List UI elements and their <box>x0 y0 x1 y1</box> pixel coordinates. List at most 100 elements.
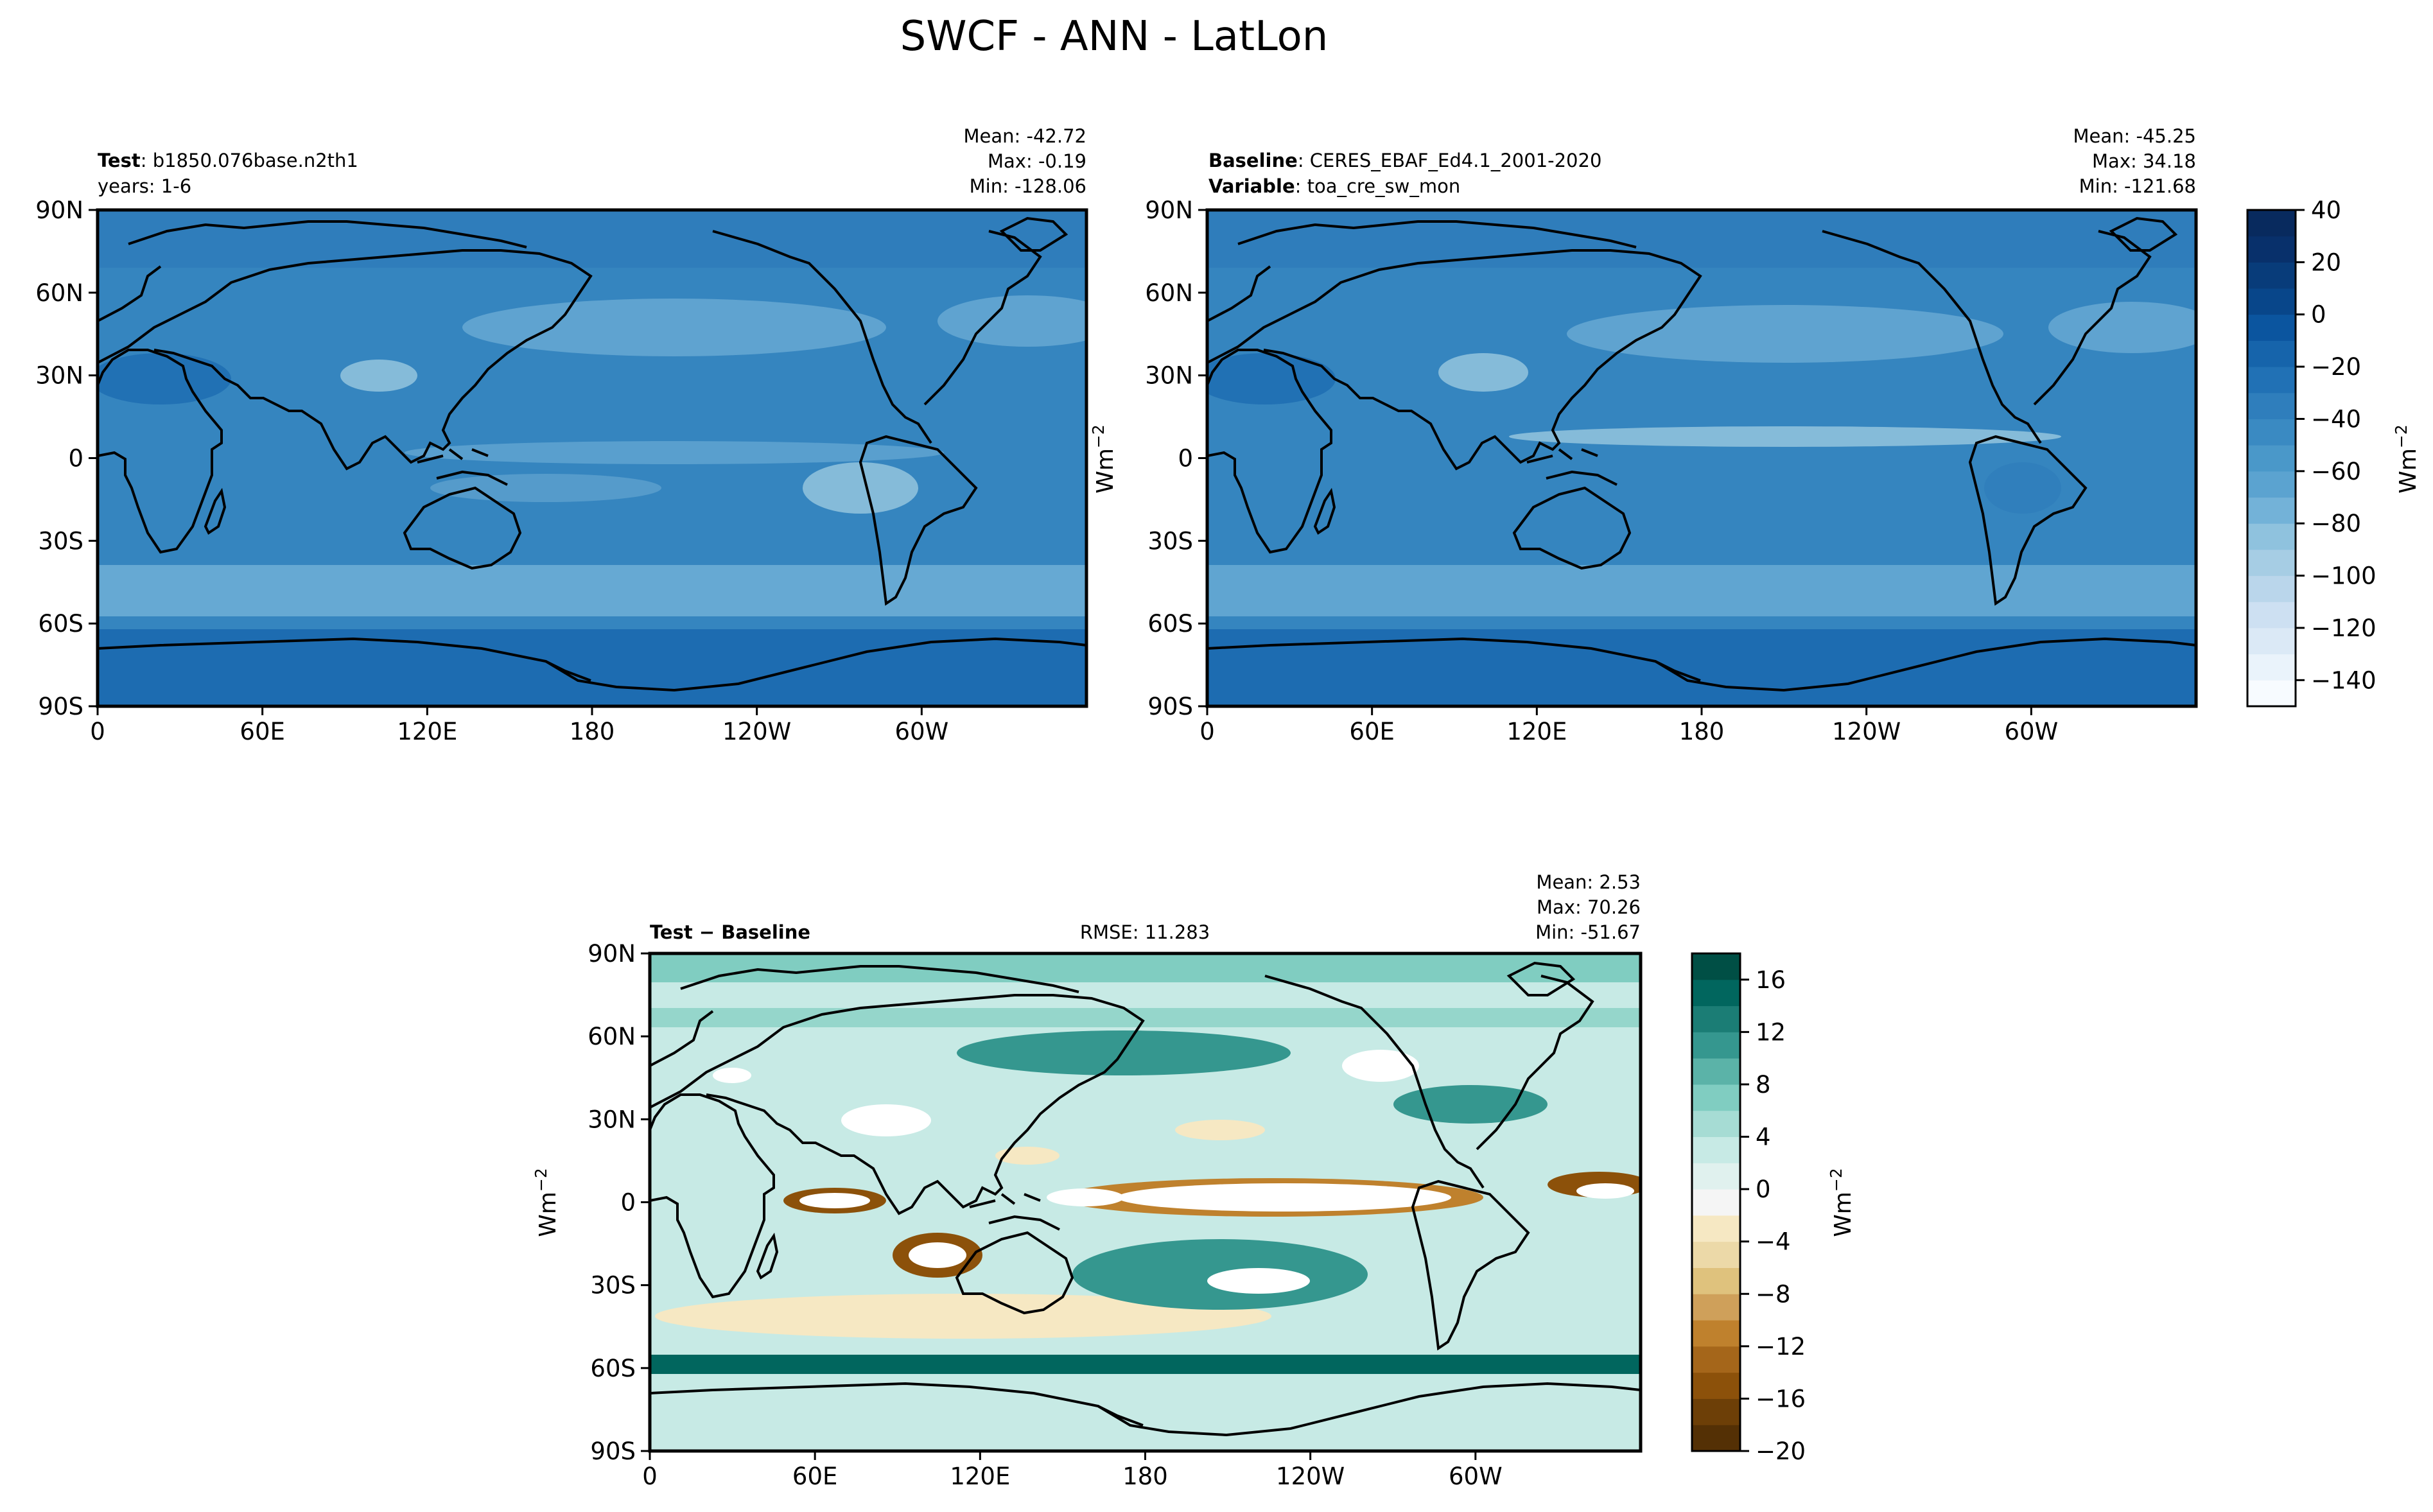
colorbar-absolute-swatch <box>2247 210 2296 237</box>
diff-ytick-label: 60S <box>590 1355 636 1382</box>
colorbar-absolute-swatch <box>2247 445 2296 472</box>
colorbar-difference-swatch <box>1692 1136 1740 1163</box>
colorbar-absolute-swatch <box>2247 392 2296 419</box>
test-years: years: 1-6 <box>98 175 191 197</box>
baseline-ytick-label: 60N <box>1145 279 1193 307</box>
colorbar-absolute-swatch <box>2247 627 2296 655</box>
test-ytick-label: 30S <box>38 527 83 555</box>
test-max: Max: -0.19 <box>988 150 1086 172</box>
colorbar-absolute-swatch <box>2247 654 2296 681</box>
colorbar-absolute-label: Wm−2 <box>2392 424 2421 494</box>
colorbar-difference-swatch <box>1692 1163 1740 1190</box>
test-southern-ocean-band <box>98 565 1086 616</box>
baseline-dataset: : CERES_EBAF_Ed4.1_2001-2020 <box>1298 150 1602 171</box>
baseline-xtick-label: 120E <box>1506 718 1567 745</box>
test-xtick-label: 60W <box>894 718 948 745</box>
colorbar-difference-swatch <box>1692 1241 1740 1268</box>
test-itcz <box>405 441 944 464</box>
colorbar-absolute-swatch <box>2247 549 2296 577</box>
diff-na-teal <box>1393 1085 1548 1124</box>
test-sc-peru <box>803 462 918 514</box>
colorbar-difference-swatch <box>1692 1084 1740 1111</box>
test-china <box>340 360 417 392</box>
colorbar-absolute-swatch <box>2247 262 2296 289</box>
colorbar-difference-swatch <box>1692 1372 1740 1399</box>
diff-equator-white <box>799 1193 870 1208</box>
baseline-arctic-band <box>1207 210 2196 268</box>
colorbar-difference-tick-label: −20 <box>1756 1438 1806 1465</box>
colorbar-absolute-tick-label: −100 <box>2311 562 2376 590</box>
test-xtick-label: 60E <box>240 718 284 745</box>
colorbar-absolute-swatch <box>2247 236 2296 263</box>
test-np-stormtrack <box>462 299 886 356</box>
diff-xtick-label: 120E <box>950 1463 1010 1490</box>
colorbar-difference-swatch <box>1692 1189 1740 1216</box>
colorbar-difference-swatch <box>1692 1346 1740 1373</box>
test-ytick-label: 90N <box>35 196 83 224</box>
diff-mean: Mean: 2.53 <box>1536 871 1641 893</box>
colorbar-difference-tick-label: −4 <box>1756 1228 1791 1256</box>
baseline-ytick-label: 30S <box>1147 527 1193 555</box>
test-ytick-label: 0 <box>68 445 83 473</box>
baseline-na-stormtrack <box>2048 302 2196 353</box>
diff-sh-teal-band <box>650 1355 1641 1374</box>
diff-ytick-label: 60N <box>588 1023 636 1050</box>
diff-ytick-label: 30N <box>588 1106 636 1133</box>
diff-xtick-label: 0 <box>642 1463 658 1490</box>
colorbar-absolute-tick-label: −40 <box>2311 405 2361 433</box>
diff-max: Max: 70.26 <box>1537 896 1641 918</box>
diff-xtick-label: 120W <box>1276 1463 1345 1490</box>
variable-label: Variable <box>1208 175 1295 197</box>
diff-xtick-label: 60W <box>1449 1463 1503 1490</box>
baseline-ytick-label: 90S <box>1147 693 1193 720</box>
test-xtick-label: 120W <box>722 718 791 745</box>
diff-arctic-band <box>650 953 1641 982</box>
test-label: Test <box>98 150 141 171</box>
diff-tropics-tan <box>995 1147 1060 1165</box>
svg-text:Baseline: CERES_EBAF_Ed4.1_200: Baseline: CERES_EBAF_Ed4.1_2001-2020 <box>1208 150 1601 171</box>
diff-asia-white <box>841 1104 931 1136</box>
test-xtick-label: 120E <box>397 718 457 745</box>
colorbar-difference-tick-label: 12 <box>1756 1018 1786 1046</box>
panel-test: Test: b1850.076base.n2th1 years: 1-6 Mea… <box>35 125 1088 745</box>
colorbar-difference-swatch <box>1692 1032 1740 1059</box>
baseline-xtick-label: 60W <box>2004 718 2058 745</box>
baseline-amazon <box>1984 462 2061 514</box>
test-case-name: : b1850.076base.n2th1 <box>141 150 358 171</box>
diff-atl-white <box>1576 1183 1634 1199</box>
diff-ytick-label: 90S <box>590 1438 636 1465</box>
test-map-field <box>98 210 1086 706</box>
colorbar-absolute-swatch <box>2247 523 2296 550</box>
colorbar-difference-swatch <box>1692 1425 1740 1452</box>
colorbar-absolute-tick-label: −20 <box>2311 353 2361 381</box>
colorbar-absolute-tick-label: −120 <box>2311 614 2376 642</box>
baseline-ytick-label: 60S <box>1147 610 1193 638</box>
colorbar-absolute-swatch <box>2247 497 2296 524</box>
colorbar-difference-tick-label: 8 <box>1756 1071 1771 1099</box>
test-spcz <box>430 474 661 502</box>
baseline-map-field <box>1207 210 2196 706</box>
colorbar-absolute-swatch <box>2247 314 2296 341</box>
colorbar-difference-swatch <box>1692 1294 1740 1321</box>
diff-sc-white <box>1207 1268 1310 1294</box>
colorbar-absolute-tick-label: 20 <box>2311 248 2341 276</box>
baseline-ylabel: Wm−2 <box>1089 424 1119 494</box>
colorbar-difference-tick-label: −16 <box>1756 1385 1806 1412</box>
colorbar-difference-ticks: 16 12 8 4 0 −4 −8 −12 −16 −20 <box>1740 966 1806 1465</box>
diff-label: Test − Baseline <box>650 921 810 943</box>
diff-np-band <box>650 1008 1641 1027</box>
rmse-value: RMSE: 11.283 <box>1080 921 1210 943</box>
baseline-ytick-label: 0 <box>1178 445 1193 473</box>
test-arctic-band <box>98 210 1086 268</box>
test-ytick-label: 60N <box>35 279 83 307</box>
colorbar-absolute-tick-label: 0 <box>2311 301 2326 329</box>
diff-np-teal <box>957 1030 1291 1075</box>
test-xtick-label: 180 <box>570 718 615 745</box>
colorbar-absolute-swatches <box>2247 210 2296 707</box>
colorbar-difference-tick-label: 4 <box>1756 1124 1771 1151</box>
colorbar-absolute-frame <box>2246 209 2297 708</box>
colorbar-absolute-swatch <box>2247 367 2296 394</box>
panel-baseline: Baseline: CERES_EBAF_Ed4.1_2001-2020 Var… <box>1089 125 2198 745</box>
baseline-xtick-label: 180 <box>1679 718 1725 745</box>
